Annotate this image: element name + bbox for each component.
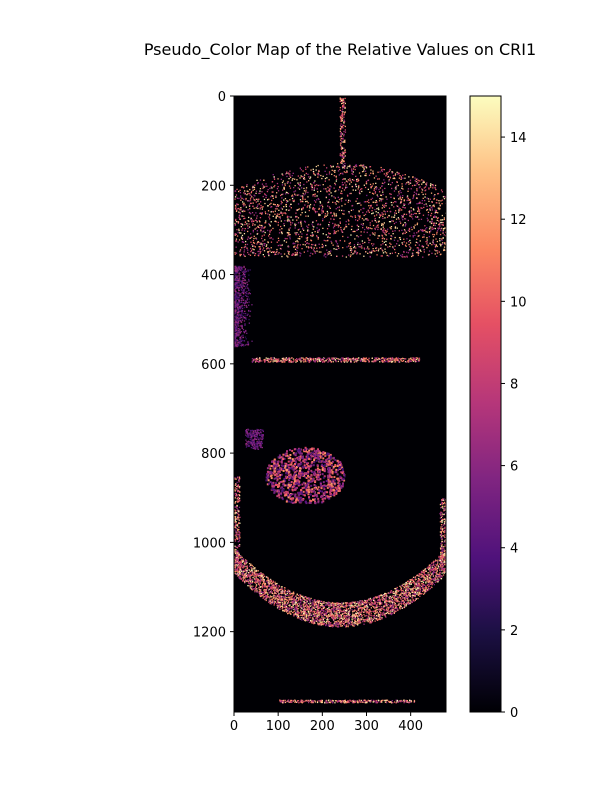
colorbar: 0 2 4 6 8 10 12 14 — [470, 96, 527, 721]
y-tick-label: 1000 — [193, 536, 226, 551]
colorbar-gradient — [470, 96, 501, 712]
chart-title: Pseudo_Color Map of the Relative Values … — [0, 40, 600, 59]
y-tick-label: 1200 — [193, 626, 226, 641]
heatmap-image — [234, 96, 447, 712]
colorbar-tick-label: 6 — [510, 460, 518, 475]
colorbar-tick-label: 2 — [510, 624, 518, 639]
y-tick-label: 200 — [201, 179, 226, 194]
colorbar-tick-label: 14 — [510, 131, 527, 146]
y-tick-label: 600 — [201, 358, 226, 373]
colorbar-tick-label: 10 — [510, 295, 527, 310]
colorbar-tick-label: 4 — [510, 542, 518, 557]
x-tick-label: 0 — [230, 719, 238, 734]
x-tick-label: 400 — [398, 719, 423, 734]
x-tick-label: 100 — [266, 719, 291, 734]
x-tick-label: 200 — [310, 719, 335, 734]
y-tick-label: 800 — [201, 447, 226, 462]
colorbar-tick-label: 12 — [510, 213, 527, 228]
x-tick-label: 300 — [354, 719, 379, 734]
y-tick-label: 400 — [201, 269, 226, 284]
colorbar-tick-label: 8 — [510, 377, 518, 392]
y-tick-label: 0 — [218, 90, 226, 105]
colorbar-tick-label: 0 — [510, 706, 518, 721]
